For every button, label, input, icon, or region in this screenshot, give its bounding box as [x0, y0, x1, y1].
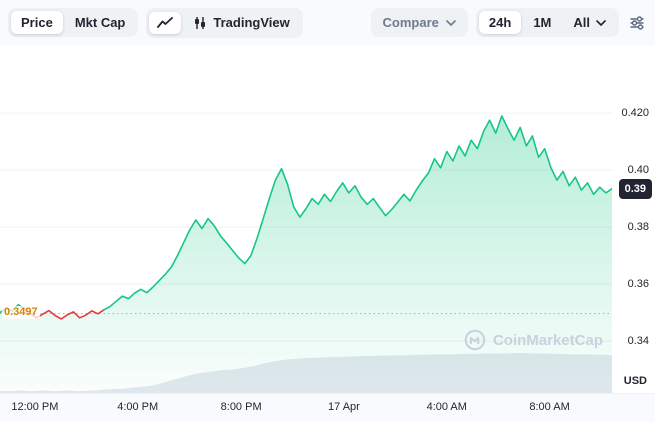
chart-plot[interactable]	[0, 45, 613, 393]
range-1m-tab[interactable]: 1M	[523, 11, 561, 34]
x-axis[interactable]: 12:00 PM 4:00 PM 8:00 PM 17 Apr 4:00 AM 8:00 …	[0, 393, 655, 422]
currency-unit-label: USD	[623, 375, 647, 387]
compare-label: Compare	[382, 15, 439, 30]
tradingview-label: TradingView	[213, 15, 290, 30]
line-chart-icon	[157, 16, 174, 28]
chevron-down-icon	[446, 19, 456, 26]
y-axis-label: 0.40	[627, 164, 649, 177]
sliders-icon	[630, 15, 644, 30]
tradingview-tab[interactable]: TradingView	[183, 11, 299, 35]
x-axis-label: 8:00 AM	[529, 401, 570, 413]
y-axis-label: 0.38	[627, 221, 649, 234]
x-axis-label: 12:00 PM	[11, 401, 59, 413]
chart-settings-button[interactable]	[627, 11, 647, 35]
range-24h-tab[interactable]: 24h	[478, 11, 522, 34]
mkt-cap-tab[interactable]: Mkt Cap	[65, 11, 136, 34]
chart-type-toggle: TradingView	[146, 7, 303, 38]
price-tab[interactable]: Price	[11, 11, 63, 34]
current-price-badge: 0.39	[618, 178, 652, 199]
range-toggle: 24h 1M All	[475, 8, 619, 37]
line-chart-tab[interactable]	[149, 11, 182, 34]
y-axis-label: 0.36	[627, 278, 649, 291]
watermark: CoinMarketCap	[464, 329, 603, 351]
x-axis-label: 17 Apr	[328, 401, 360, 413]
y-axis-label: 0.420	[621, 107, 649, 120]
chevron-down-icon	[596, 19, 606, 26]
coinmarketcap-logo-icon	[464, 329, 486, 351]
x-axis-label: 4:00 PM	[117, 401, 159, 413]
metric-toggle: Price Mkt Cap	[8, 8, 139, 37]
y-axis-label: 0.34	[627, 335, 649, 348]
price-chart: 0.3497 0.420 0.40 0.38 0.36 0.34 0.39 USD Co…	[0, 45, 655, 393]
reference-price-label: 0.3497	[2, 306, 40, 320]
compare-button[interactable]: Compare	[370, 8, 468, 37]
x-axis-label: 8:00 PM	[220, 401, 262, 413]
range-all-label: All	[573, 15, 590, 30]
candlestick-icon	[195, 16, 206, 29]
chart-toolbar: Price Mkt Cap TradingView Compare 24h 1M	[0, 0, 655, 45]
x-axis-label: 4:00 AM	[426, 401, 467, 413]
range-all-tab[interactable]: All	[563, 11, 616, 34]
watermark-label: CoinMarketCap	[492, 331, 603, 349]
